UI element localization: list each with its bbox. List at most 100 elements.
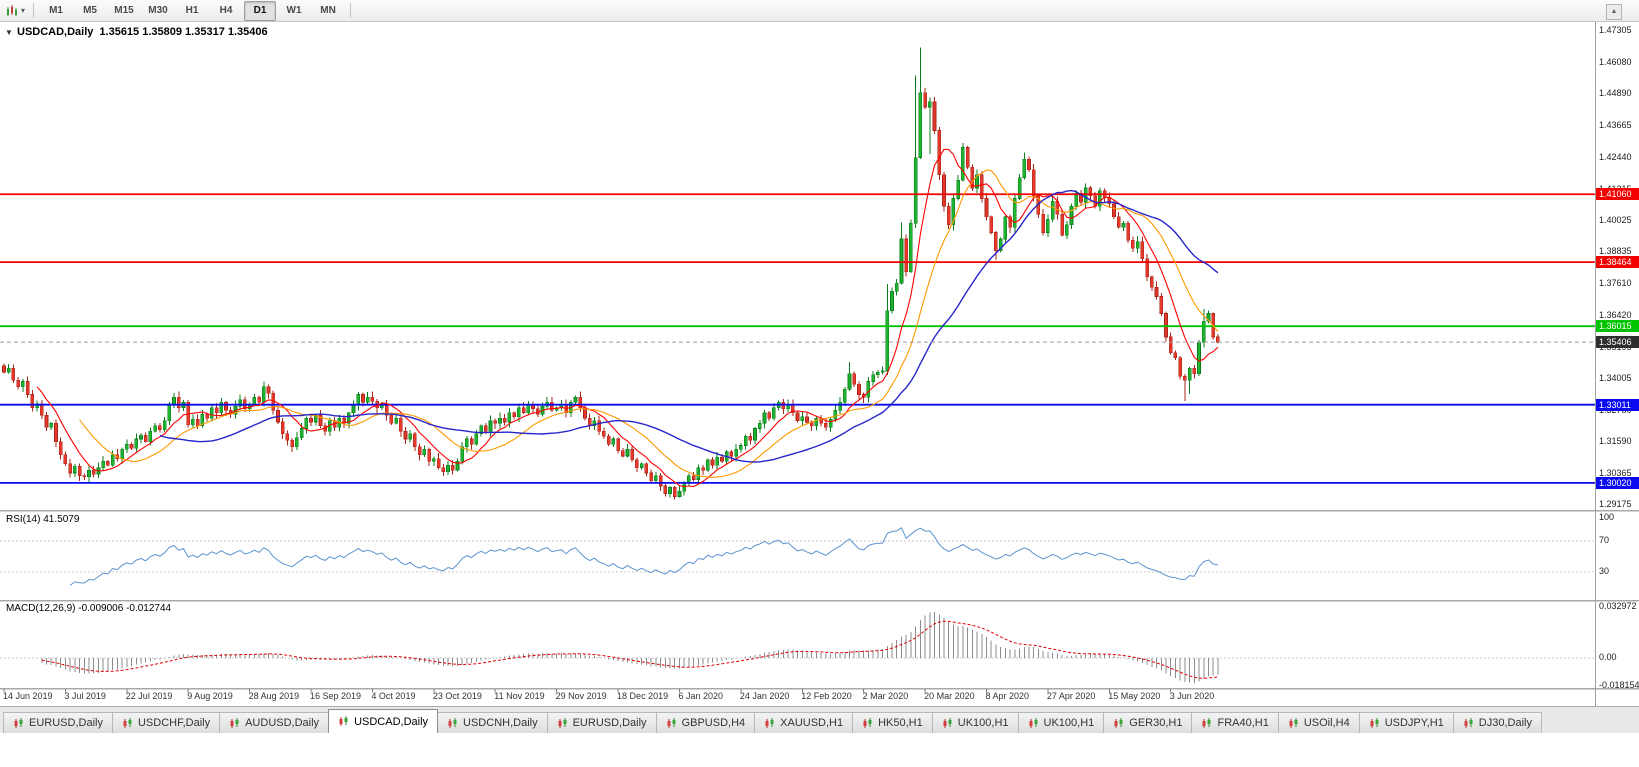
timeframe-button-h4[interactable]: H4 <box>219 4 233 16</box>
timeframe-button-w1[interactable]: W1 <box>286 4 302 16</box>
date-label: 22 Jul 2019 <box>125 691 173 701</box>
candlestick-icon <box>943 717 952 728</box>
level-lines[interactable] <box>0 193 1595 484</box>
price-tick-label: 1.29175 <box>1599 498 1632 509</box>
date-label: 15 May 2020 <box>1108 691 1161 701</box>
tab-label: DJ30,Daily <box>1478 717 1532 729</box>
chart-icon[interactable] <box>4 3 20 19</box>
tab-label: UK100,H1 <box>957 717 1009 729</box>
moving-average-8 <box>36 148 1219 488</box>
chart-tab-audusd-daily[interactable]: AUDUSD,Daily <box>219 712 330 733</box>
candlestick-icon <box>1370 717 1379 728</box>
macd-histogram <box>41 612 1219 683</box>
price-tick-label: 1.46080 <box>1599 57 1632 68</box>
chart-tab-dj30-daily[interactable]: DJ30,Daily <box>1452 712 1542 733</box>
timeframe-button-h1[interactable]: H1 <box>185 4 199 16</box>
candlestick-icon <box>863 717 872 728</box>
candlestick-icon <box>339 716 348 726</box>
candlestick-icon <box>1114 717 1123 728</box>
chart-title-bar: USDCAD,Daily 1.35615 1.35809 1.35317 1.35… <box>17 26 268 38</box>
date-label: 29 Nov 2019 <box>555 691 607 701</box>
chart-tab-eurusd-daily[interactable]: EURUSD,Daily <box>546 712 657 733</box>
chart-tab-fra40-h1[interactable]: FRA40,H1 <box>1191 712 1279 733</box>
date-label: 6 Jan 2020 <box>678 691 723 701</box>
price-tick-label: 1.30365 <box>1599 467 1632 478</box>
timeframe-button-m5[interactable]: M5 <box>83 4 97 16</box>
level-price-label-1.38464[interactable]: 1.38464 <box>1596 256 1639 269</box>
chart-tab-gbpusd-h4[interactable]: GBPUSD,H4 <box>655 712 756 733</box>
chart-tab-uk100-h1[interactable]: UK100,H1 <box>1017 712 1105 733</box>
price-tick-label: 1.47305 <box>1599 25 1632 36</box>
price-tick-label: 1.40025 <box>1599 215 1632 226</box>
timeframe-button-m30[interactable]: M30 <box>148 4 168 16</box>
tab-label: USDCAD,Daily <box>354 715 429 728</box>
chart-tab-eurusd-daily[interactable]: EURUSD,Daily <box>3 712 113 733</box>
moving-average-34 <box>159 189 1219 463</box>
tab-label: GBPUSD,H4 <box>681 717 746 729</box>
rsi-line <box>69 527 1218 586</box>
chart-tab-hk50-h1[interactable]: HK50,H1 <box>852 712 933 733</box>
tab-label: UK100,H1 <box>1043 717 1095 729</box>
timeframe-button-m1[interactable]: M1 <box>49 4 63 16</box>
date-label: 24 Jan 2020 <box>739 691 790 701</box>
timeframe-button-mn[interactable]: MN <box>320 4 336 16</box>
level-price-label-1.41060[interactable]: 1.41060 <box>1596 188 1639 201</box>
date-label: 20 Mar 2020 <box>924 691 975 701</box>
timeframe-buttons: M1 M5 M15 M30 H1 H4 D1 W1 MN <box>39 0 345 21</box>
candlestick-icon <box>1289 717 1298 728</box>
price-tick-label: 1.42440 <box>1599 152 1632 163</box>
tab-label: FRA40,H1 <box>1217 717 1269 729</box>
timeframe-button-d1[interactable]: D1 <box>244 0 277 21</box>
macd-axis-label: 0.00 <box>1599 652 1617 662</box>
candlestick-icon <box>123 717 132 728</box>
chart-tab-xauusd-h1[interactable]: XAUUSD,H1 <box>754 712 854 733</box>
chart-tab-usdchf-daily[interactable]: USDCHF,Daily <box>111 712 221 733</box>
chart-tab-usdcad-daily[interactable]: USDCAD,Daily <box>328 709 439 733</box>
candlestick-icon <box>667 717 676 728</box>
level-price-label-1.36015[interactable]: 1.36015 <box>1596 320 1639 333</box>
date-label: 9 Aug 2019 <box>187 691 233 701</box>
current-price-label: 1.35406 <box>1596 336 1639 349</box>
price-tick-label: 1.34005 <box>1599 372 1632 383</box>
tab-label: USOil,H4 <box>1303 717 1350 729</box>
tab-label: HK50,H1 <box>878 717 923 729</box>
price-tick-label: 1.36420 <box>1599 309 1632 320</box>
macd-signal-line <box>41 620 1218 679</box>
tab-label: GER30,H1 <box>1129 717 1183 729</box>
rsi-axis-label: 70 <box>1599 535 1610 546</box>
scroll-up-button[interactable]: ▲ <box>1606 4 1622 20</box>
chart-tab-usdjpy-h1[interactable]: USDJPY,H1 <box>1358 712 1454 733</box>
tab-label: EURUSD,Daily <box>572 717 647 729</box>
level-price-label-1.33011[interactable]: 1.33011 <box>1596 398 1639 411</box>
date-label: 3 Jul 2019 <box>64 691 106 701</box>
candlestick-icon <box>765 717 774 728</box>
rsi-panel-title: RSI(14) 41.5079 <box>6 514 79 525</box>
macd-values: -0.009006 -0.012744 <box>78 603 172 614</box>
macd-axis-label: 0.032972 <box>1599 600 1637 611</box>
chart-tab-usdcnh-daily[interactable]: USDCNH,Daily <box>437 712 548 733</box>
date-label: 27 Apr 2020 <box>1046 691 1096 701</box>
toolbar-separator <box>33 3 35 18</box>
date-label: 18 Dec 2019 <box>617 691 669 701</box>
panel-separators[interactable] <box>0 22 1639 706</box>
price-tick-label: 1.31590 <box>1599 435 1632 446</box>
chart-tab-usoil-h4[interactable]: USOil,H4 <box>1277 712 1360 733</box>
macd-label: MACD(12,26,9) <box>6 603 76 614</box>
chart-tab-uk100-h1[interactable]: UK100,H1 <box>931 712 1019 733</box>
chart-tab-ger30-h1[interactable]: GER30,H1 <box>1103 712 1193 733</box>
date-label: 28 Aug 2019 <box>248 691 300 701</box>
level-price-label-1.30020[interactable]: 1.30020 <box>1596 476 1639 489</box>
price-tick-label: 1.44890 <box>1599 88 1632 99</box>
price-tick-label: 1.43665 <box>1599 120 1632 131</box>
candlestick-icon <box>230 717 239 728</box>
rsi-axis-label: 100 <box>1599 512 1615 522</box>
chart-menu-arrow-icon[interactable]: ▼ <box>5 28 13 37</box>
candlestick-icon <box>448 717 457 728</box>
timeframe-button-m15[interactable]: M15 <box>114 4 134 16</box>
date-ticks <box>3 689 1172 693</box>
dropdown-arrow-icon[interactable]: ▾ <box>21 6 26 15</box>
date-label: 11 Nov 2019 <box>494 691 545 701</box>
rsi-axis-label: 30 <box>1599 565 1610 576</box>
